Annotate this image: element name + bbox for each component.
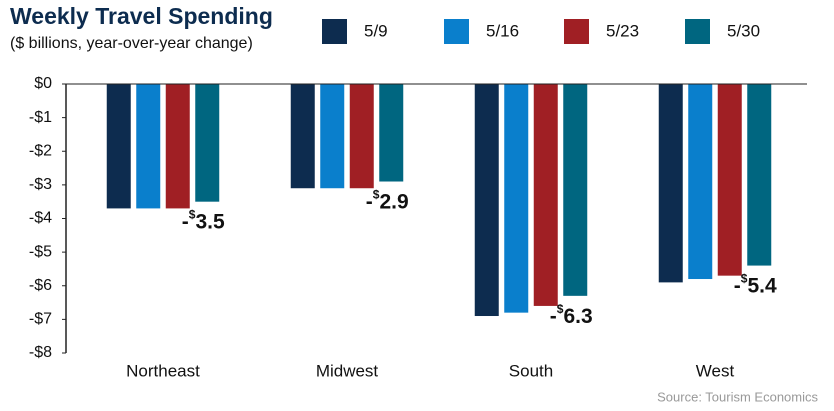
data-label-part: 3.5 <box>195 210 225 233</box>
y-tick-label: -$4 <box>29 210 52 227</box>
bar <box>320 84 345 189</box>
bar <box>290 84 315 189</box>
legend-label: 5/30 <box>727 21 760 40</box>
y-tick-label: -$7 <box>29 311 52 328</box>
data-label-part: $ <box>557 302 564 316</box>
data-label-part: - <box>734 274 741 297</box>
data-label-part: 5.4 <box>747 274 777 297</box>
bar <box>747 84 772 266</box>
data-label-part: $ <box>373 188 380 202</box>
y-tick-label: -$6 <box>29 277 52 294</box>
y-tick-label: -$3 <box>29 176 52 193</box>
bar <box>349 84 374 189</box>
data-label: -$6.3 <box>550 302 593 327</box>
data-label-part: 2.9 <box>379 190 408 213</box>
data-label-part: $ <box>741 272 748 286</box>
bar <box>379 84 404 182</box>
legend-label: 5/16 <box>486 21 519 40</box>
y-tick-label: $0 <box>34 75 52 92</box>
legend-swatch <box>444 19 469 44</box>
y-tick-label: -$5 <box>29 243 52 260</box>
data-label-part: - <box>182 210 189 233</box>
x-tick-label: West <box>696 361 735 380</box>
legend-label: 5/9 <box>364 21 388 40</box>
x-tick-label: Northeast <box>126 361 200 380</box>
data-label-part: 6.3 <box>563 304 592 327</box>
bar <box>658 84 683 283</box>
bar <box>136 84 161 209</box>
legend-swatch <box>685 19 710 44</box>
chart-title: Weekly Travel Spending <box>10 3 273 29</box>
data-label: -$3.5 <box>182 208 225 233</box>
bar <box>106 84 131 209</box>
bar <box>474 84 499 317</box>
x-tick-label: South <box>509 361 553 380</box>
y-tick-label: -$8 <box>29 344 52 361</box>
bar <box>504 84 529 313</box>
x-tick-label: Midwest <box>316 361 379 380</box>
data-label-part: - <box>366 190 373 213</box>
bar <box>533 84 558 306</box>
bar <box>195 84 220 202</box>
data-label-part: $ <box>189 208 196 222</box>
data-label: -$5.4 <box>734 272 777 297</box>
bar <box>165 84 190 209</box>
bar <box>688 84 713 280</box>
source-note: Source: Tourism Economics <box>657 389 818 404</box>
chart-subtitle: ($ billions, year-over-year change) <box>10 35 253 52</box>
legend-swatch <box>322 19 347 44</box>
data-label: -$2.9 <box>366 188 409 213</box>
bar <box>563 84 588 296</box>
y-tick-label: -$1 <box>29 109 52 126</box>
legend-label: 5/23 <box>606 21 639 40</box>
y-tick-label: -$2 <box>29 142 52 159</box>
legend-swatch <box>564 19 589 44</box>
bar <box>717 84 742 276</box>
data-label-part: - <box>550 304 557 327</box>
